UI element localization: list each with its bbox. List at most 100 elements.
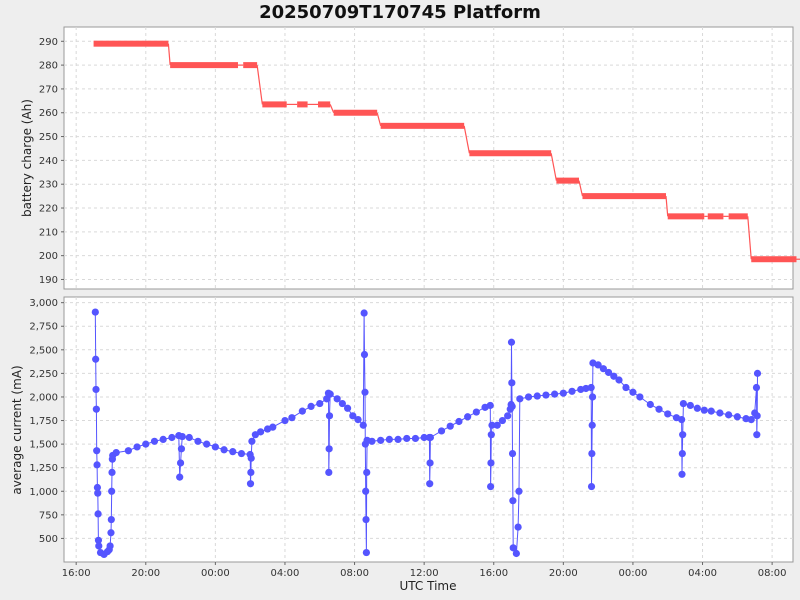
battery-charge-segment <box>243 62 258 69</box>
battery-charge-segment <box>556 177 579 184</box>
x-tick-label: 12:00 <box>410 568 439 579</box>
average-current-point <box>246 480 255 488</box>
average-current-point <box>509 497 517 505</box>
top-y-ticks: 190 200 210 220 230 240 250 260 270 280 290 <box>39 37 64 286</box>
average-current-point <box>686 401 694 410</box>
average-current-point <box>679 399 687 408</box>
bottom-y-tick-label: 750 <box>39 510 58 521</box>
x-tick-label: 16:00 <box>479 568 508 579</box>
average-current-point <box>610 372 618 380</box>
x-tick-label: 00:00 <box>201 568 230 579</box>
top-y-tick-label: 240 <box>39 156 58 167</box>
average-current-point <box>176 473 184 481</box>
average-current-point <box>281 416 289 425</box>
battery-charge-segment <box>297 101 308 108</box>
average-current-point <box>678 449 686 458</box>
average-current-point <box>269 423 277 431</box>
average-current-point <box>237 449 246 458</box>
average-current-point <box>360 350 369 359</box>
top-y-tick-label: 220 <box>39 204 58 215</box>
top-plot-area <box>63 26 794 290</box>
x-tick-label: 08:00 <box>758 568 787 579</box>
top-y-tick-label: 250 <box>39 132 58 143</box>
average-current-point <box>176 459 185 467</box>
bottom-plot-area <box>63 296 794 563</box>
average-current-point <box>622 383 630 392</box>
average-current-point <box>150 437 159 445</box>
average-current-point <box>678 470 686 478</box>
bottom-y-tick-label: 2,000 <box>29 392 58 403</box>
average-current-point <box>92 385 100 394</box>
average-current-point <box>629 388 637 396</box>
top-y-tick-label: 190 <box>39 275 58 286</box>
average-current-point <box>508 402 516 410</box>
average-current-point <box>133 443 141 451</box>
average-current-point <box>91 308 99 316</box>
average-current-point <box>94 510 102 518</box>
average-current-point <box>498 416 507 425</box>
average-current-point <box>604 368 613 377</box>
average-current-point <box>93 461 101 469</box>
average-current-point <box>446 422 454 430</box>
average-current-point <box>211 443 219 451</box>
average-current-series <box>91 308 762 559</box>
x-tick-label: 20:00 <box>549 568 578 579</box>
average-current-point <box>509 544 517 552</box>
battery-charge-segment <box>582 193 666 200</box>
bottom-y-tick-label: 1,750 <box>29 416 58 427</box>
top-y-tick-label: 210 <box>39 227 58 238</box>
average-current-point <box>508 379 516 387</box>
average-current-point <box>360 309 368 317</box>
average-current-point <box>354 415 362 424</box>
average-current-point <box>487 459 495 467</box>
average-current-point <box>472 408 480 416</box>
average-current-point <box>368 437 376 445</box>
bottom-y-tick-label: 500 <box>39 534 58 545</box>
average-current-point <box>108 487 116 495</box>
average-current-point <box>338 399 346 408</box>
average-current-point <box>588 393 597 401</box>
average-current-point <box>361 388 369 396</box>
bottom-x-ticks: 16:00 20:00 00:00 04:00 08:00 12:00 16:00 20:00… <box>62 562 787 579</box>
average-current-point <box>753 369 762 377</box>
battery-charge-connector <box>550 153 557 181</box>
average-current-point <box>636 393 644 401</box>
bottom-y-tick-label: 2,750 <box>29 322 58 333</box>
battery-charge-connector <box>329 104 335 113</box>
average-current-point <box>559 389 567 397</box>
average-current-point <box>568 387 576 395</box>
average-current-point <box>168 433 176 442</box>
average-current-point <box>248 437 256 445</box>
average-current-point <box>92 405 100 413</box>
average-current-point <box>343 404 352 412</box>
top-y-tick-label: 260 <box>39 108 58 119</box>
top-y-tick-label: 290 <box>39 37 58 48</box>
average-current-point <box>177 445 186 453</box>
average-current-point <box>247 454 255 462</box>
average-current-point <box>107 515 115 524</box>
top-y-tick-label: 200 <box>39 251 58 262</box>
average-current-point <box>194 437 202 445</box>
average-current-point <box>247 468 255 477</box>
battery-charge-segment <box>318 101 331 108</box>
average-current-point <box>359 421 367 429</box>
average-current-point <box>326 390 334 398</box>
average-current-point <box>94 489 102 497</box>
average-current-point <box>92 355 100 363</box>
average-current-point <box>325 412 334 420</box>
average-current-point <box>533 392 541 400</box>
x-tick-label: 08:00 <box>340 568 369 579</box>
battery-charge-connector <box>578 180 584 197</box>
average-current-point <box>515 487 523 495</box>
battery-charge-segment <box>262 101 287 108</box>
average-current-point <box>551 390 559 398</box>
battery-charge-connector <box>463 125 470 154</box>
top-y-tick-label: 230 <box>39 180 58 191</box>
average-current-point <box>288 414 296 422</box>
average-current-point <box>693 404 701 412</box>
average-current-point <box>362 548 370 557</box>
top-y-tick-label: 280 <box>39 61 58 72</box>
battery-charge-segment <box>93 40 169 47</box>
battery-charge-connector <box>376 112 382 126</box>
average-current-point <box>437 427 446 435</box>
